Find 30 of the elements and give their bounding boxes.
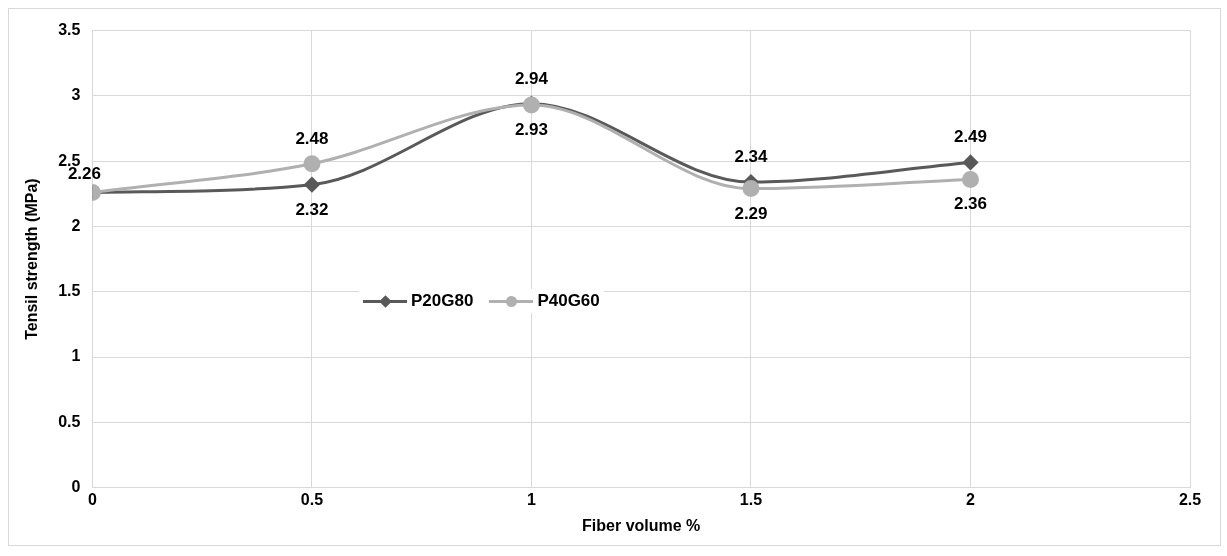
x-tick-label: 0 bbox=[87, 490, 97, 508]
data-label: 2.34 bbox=[734, 147, 769, 167]
point bbox=[304, 177, 320, 193]
point bbox=[962, 154, 978, 170]
legend-label: P20G80 bbox=[411, 291, 474, 311]
x-axis-title: Fiber volume % bbox=[582, 516, 701, 534]
data-label: 2.36 bbox=[953, 194, 988, 214]
data-label: 2.94 bbox=[514, 68, 549, 88]
legend-label: P40G60 bbox=[537, 291, 600, 311]
point bbox=[961, 170, 979, 188]
point bbox=[303, 155, 321, 173]
y-tick-label: 1 bbox=[71, 347, 81, 365]
x-tick-label: 2 bbox=[966, 490, 976, 508]
x-tick-label: 1 bbox=[527, 490, 537, 508]
y-tick-label: 1.5 bbox=[58, 282, 81, 300]
y-tick-label: 2 bbox=[71, 216, 81, 234]
data-label: 2.29 bbox=[734, 203, 768, 223]
y-axis-title: Tensil strength (MPa) bbox=[23, 178, 41, 340]
y-tick-label: 0 bbox=[71, 478, 81, 496]
data-label: 2.49 bbox=[953, 127, 988, 147]
x-tick-label: 0.5 bbox=[300, 490, 324, 508]
y-tick-label: 0.5 bbox=[58, 412, 81, 430]
point bbox=[742, 180, 760, 198]
data-label: 2.32 bbox=[295, 199, 329, 219]
y-tick-label: 3.5 bbox=[58, 21, 81, 39]
x-tick-label: 1.5 bbox=[739, 490, 763, 508]
y-tick-label: 3 bbox=[71, 86, 81, 104]
data-label: 2.93 bbox=[514, 120, 549, 140]
data-label: 2.48 bbox=[295, 128, 329, 148]
x-tick-label: 2.5 bbox=[1178, 490, 1202, 508]
